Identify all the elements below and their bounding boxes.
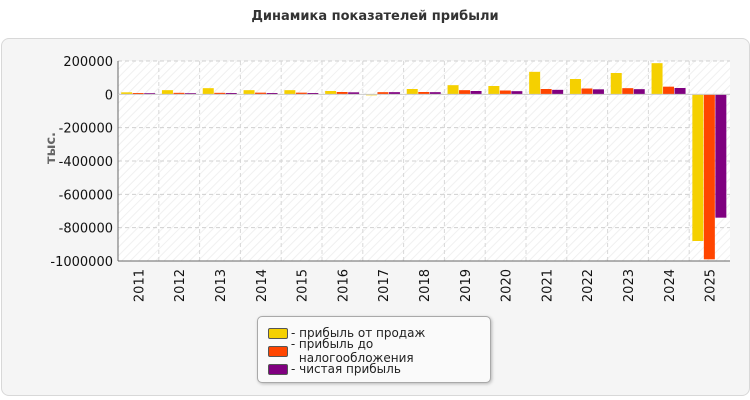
legend-series-name: прибыль от продаж	[299, 326, 426, 340]
x-tick-label: 2020	[500, 269, 515, 302]
bar	[511, 91, 523, 95]
x-tick-label: 2014	[255, 269, 270, 302]
bar	[470, 91, 482, 95]
bar	[173, 92, 185, 95]
bar	[184, 93, 196, 95]
x-tick-label: 2021	[540, 269, 555, 302]
y-tick-label: -200000	[59, 122, 113, 137]
y-tick-label: 0	[105, 88, 113, 103]
bar	[121, 92, 133, 95]
y-axis-label: тыс.	[44, 132, 59, 164]
bar	[266, 93, 278, 95]
bar	[144, 93, 156, 95]
bar	[663, 86, 675, 95]
bar	[651, 63, 663, 95]
y-tick-label: -400000	[59, 155, 113, 170]
bar	[406, 89, 418, 95]
bar	[529, 71, 541, 95]
x-tick-label: 2011	[132, 269, 147, 302]
chart-title: Динамика показателей прибыли	[251, 9, 499, 24]
legend-item-sales-profit: - прибыль от продаж	[268, 325, 425, 341]
bar	[633, 89, 645, 95]
legend-swatch	[268, 345, 288, 357]
bar	[610, 73, 622, 95]
bar	[488, 86, 500, 95]
bar	[161, 90, 173, 95]
y-tick-label: -600000	[59, 188, 113, 203]
bar	[132, 93, 144, 95]
bar	[307, 93, 319, 95]
x-tick-label: 2018	[418, 269, 433, 302]
x-tick-label: 2019	[459, 269, 474, 302]
bar	[569, 79, 581, 95]
bar	[429, 92, 441, 95]
bar	[622, 88, 634, 95]
y-tick-label: -1000000	[50, 255, 113, 270]
bar	[255, 92, 267, 95]
x-tick-label: 2012	[173, 269, 188, 302]
bar	[703, 94, 715, 260]
bar	[336, 92, 348, 95]
x-tick-label: 2022	[581, 269, 596, 302]
bar	[674, 88, 686, 95]
axes: 200000 0 -200000 -400000 -600000 -800000 -1000…	[50, 55, 730, 302]
legend-item-net-profit: - чистая прибыль	[268, 361, 401, 377]
bars	[121, 63, 727, 260]
bar	[459, 90, 471, 95]
bar	[447, 85, 459, 95]
bar	[692, 94, 704, 241]
legend-swatch	[268, 327, 288, 339]
bar	[348, 92, 360, 95]
x-tick-label: 2015	[296, 269, 311, 302]
legend-item-pretax-profit: - прибыль до налогообложения	[268, 337, 490, 365]
legend-label: -	[291, 362, 300, 376]
bar	[325, 91, 337, 95]
bar	[715, 94, 727, 218]
bar	[295, 92, 307, 95]
bar	[214, 92, 226, 95]
legend-swatch	[268, 363, 288, 375]
y-tick-label: 200000	[63, 55, 113, 70]
x-tick-label: 2016	[336, 269, 351, 302]
x-tick-label: 2025	[704, 269, 719, 302]
x-tick-label: 2024	[663, 269, 678, 302]
bar	[592, 89, 604, 95]
bar	[243, 90, 255, 95]
bar	[540, 89, 552, 95]
bar	[284, 90, 296, 95]
legend-label: -	[291, 326, 300, 340]
legend-series-name: прибыль до налогообложения	[298, 337, 414, 365]
bar	[581, 88, 593, 95]
bar	[388, 92, 400, 95]
bar	[202, 88, 214, 95]
legend-series-name: чистая прибыль	[299, 362, 401, 376]
bar	[552, 89, 564, 95]
bar	[225, 93, 237, 95]
x-tick-label: 2017	[377, 269, 392, 302]
bar	[418, 92, 430, 95]
y-tick-label: -800000	[59, 222, 113, 237]
bar	[377, 92, 389, 95]
bar	[499, 90, 511, 95]
x-tick-label: 2013	[214, 269, 229, 302]
legend-label: -	[290, 337, 296, 365]
x-tick-label: 2023	[622, 269, 637, 302]
legend: - прибыль от продаж - прибыль до налогоо…	[257, 316, 491, 383]
